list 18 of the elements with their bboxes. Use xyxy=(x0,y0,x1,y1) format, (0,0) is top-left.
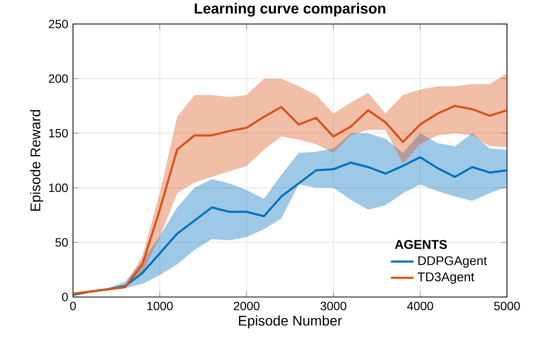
y-tick-label: 50 xyxy=(55,238,68,247)
y-axis-title: Episode Reward xyxy=(30,110,44,211)
x-tick-label: 0 xyxy=(70,302,76,310)
x-tick-label: 5000 xyxy=(494,302,520,310)
y-tick-label: 150 xyxy=(49,128,68,138)
x-tick-label: 3000 xyxy=(320,302,346,310)
x-axis-title: Episode Number xyxy=(239,315,342,328)
y-tick-label: 200 xyxy=(48,74,68,83)
legend-label: DDPGAgent xyxy=(418,256,487,268)
x-tick-label: 1000 xyxy=(147,302,173,310)
y-tick-label: 100 xyxy=(49,184,68,192)
y-tick-label: 0 xyxy=(62,292,68,302)
legend-title: AGENTS xyxy=(394,240,447,249)
y-tick-label: 250 xyxy=(48,20,68,28)
x-tick-label: 4000 xyxy=(407,302,434,310)
x-tick-label: 2000 xyxy=(234,302,260,310)
chart-title: Learning curve comparison xyxy=(194,2,386,17)
legend-label: TD3Agent xyxy=(418,272,474,284)
